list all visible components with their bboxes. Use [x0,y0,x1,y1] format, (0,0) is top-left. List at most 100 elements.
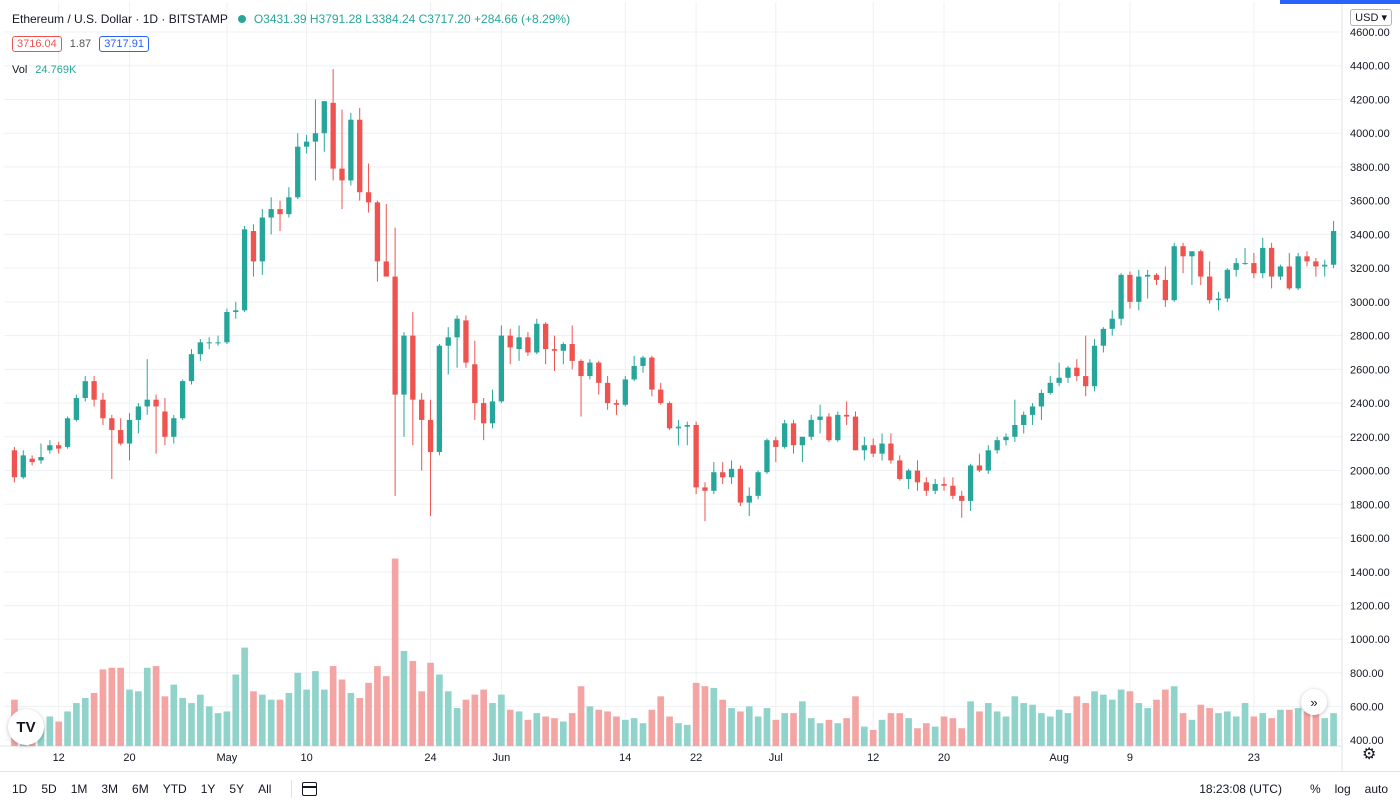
volume-bar [825,719,833,746]
y-tick-label: 1400.00 [1350,567,1390,579]
volume-bar [604,711,611,746]
candle-body [312,133,319,142]
candle-body [20,455,26,478]
candle-body [215,342,221,344]
candle-body [534,323,540,353]
candle-body [604,382,611,404]
volume-bar [241,647,248,746]
spread-value: 1.87 [69,38,92,50]
clock[interactable]: 18:23:08 (UTC) [1199,782,1282,796]
candle-body [852,416,859,451]
auto-scale-toggle[interactable]: auto [1364,782,1388,796]
range-1d[interactable]: 1D [12,782,28,796]
candle-body [728,468,735,478]
candle-body [1074,367,1080,377]
volume-bar [1055,709,1063,746]
volume-bar [701,686,709,746]
currency-label: USD [1355,12,1379,24]
volume-bar [365,682,372,746]
volume-bar [285,692,293,746]
candle-body [144,399,150,407]
candle-body [1189,251,1195,257]
volume-bar [1224,711,1231,746]
volume-bar [940,716,948,746]
volume-bar [1073,696,1081,746]
x-tick-label: 20 [938,752,950,764]
calendar-icon[interactable] [302,782,318,796]
y-tick-label: 2000.00 [1350,466,1390,478]
candle-body [1083,376,1089,387]
x-tick-label: Aug [1049,752,1069,764]
volume-bar [1100,694,1107,746]
percent-scale-toggle[interactable]: % [1309,782,1321,796]
candle-body [587,362,593,377]
candle-body [135,406,142,420]
range-ytd[interactable]: YTD [162,782,187,796]
range-5d[interactable]: 5D [41,782,57,796]
candle-body [330,102,336,169]
candle-body [1136,276,1142,302]
range-5y[interactable]: 5Y [229,782,245,796]
volume-bar [427,662,434,746]
candle-body [480,403,487,424]
y-tick-label: 2600.00 [1350,364,1390,376]
volume-bar [1285,709,1293,746]
candle-body [259,217,265,262]
volume-bar [781,713,788,746]
volume-bar [745,706,753,746]
y-tick-label: 1800.00 [1350,499,1390,511]
candle-body [843,414,850,417]
volume-bar [1162,689,1169,746]
volume-bar [568,713,576,746]
candle-body [463,320,469,363]
range-selector: 1D 5D 1M 3M 6M YTD 1Y 5Y All [12,782,285,796]
candle-body [596,362,602,383]
log-scale-toggle[interactable]: log [1334,782,1351,796]
range-1y[interactable]: 1Y [200,782,216,796]
x-tick-label: 14 [619,752,631,764]
volume-bar [852,696,859,746]
candle-body [118,430,124,444]
candle-body [755,472,761,496]
volume-bar [630,718,638,746]
range-all[interactable]: All [258,782,272,796]
volume-bar [347,692,355,746]
volume-bar [250,691,257,746]
currency-select[interactable]: USD ▾ [1350,9,1392,26]
range-1m[interactable]: 1M [70,782,88,796]
tradingview-logo[interactable]: TV [8,709,44,745]
candle-body [950,485,956,496]
y-tick-label: 3600.00 [1350,196,1390,208]
volume-bar [436,674,443,746]
candle-body [91,381,97,400]
settings-icon[interactable]: ⚙ [1362,746,1377,763]
scroll-to-latest-button[interactable]: » [1301,689,1327,715]
volume-bar [1303,711,1311,746]
candle-body [861,445,868,451]
candle-body [339,168,345,181]
volume-bar [1002,716,1010,746]
candle-body [1056,377,1062,383]
candle-body [100,399,106,419]
candle-body [1029,406,1036,415]
candle-body [303,141,310,147]
volume-bar [613,716,620,746]
candle-body [799,436,806,446]
symbol-title[interactable]: Ethereum / U.S. Dollar · 1D · BITSTAMP [12,12,228,26]
volume-bar [374,666,381,746]
candle-body [383,261,389,277]
range-3m[interactable]: 3M [101,782,119,796]
candle-body [188,354,195,382]
bid-price[interactable]: 3716.04 [12,36,62,52]
candle-body [1109,318,1115,329]
volume-bar [170,684,178,746]
candle-body [357,119,363,193]
volume-bar [949,718,957,746]
candle-body [109,418,115,431]
range-6m[interactable]: 6M [132,782,149,796]
volume-bar [320,689,328,746]
candle-body [171,418,177,437]
volume-bar [294,672,302,746]
ask-price[interactable]: 3717.91 [99,36,149,52]
